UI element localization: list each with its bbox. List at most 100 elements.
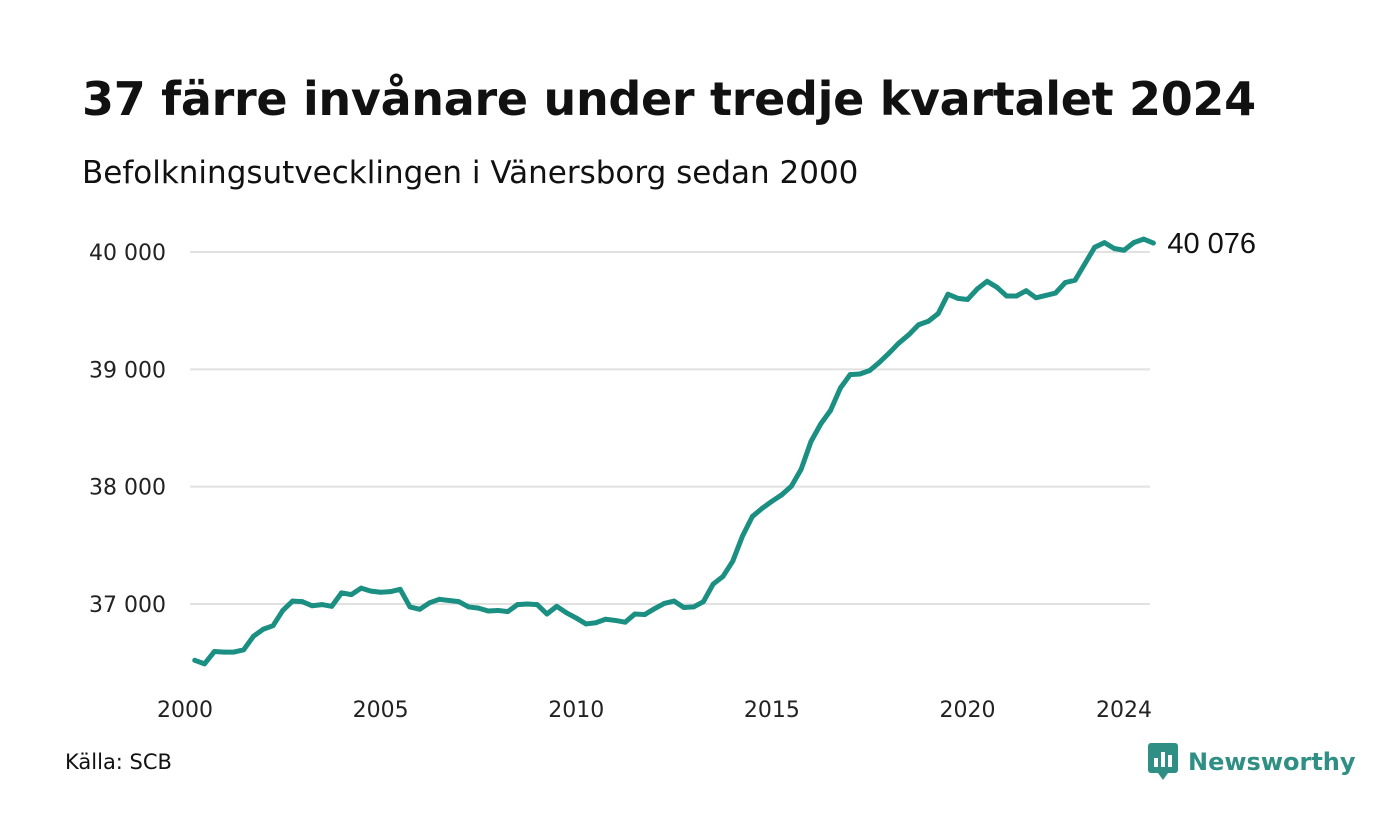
data-point	[378, 589, 384, 595]
data-point	[945, 291, 951, 297]
data-point	[671, 598, 677, 604]
data-point	[720, 574, 726, 579]
data-point	[974, 286, 980, 292]
data-point	[828, 408, 833, 413]
data-point	[407, 604, 413, 610]
data-point	[524, 601, 530, 607]
y-tick-label: 40 000	[89, 241, 166, 266]
y-tick-label: 38 000	[89, 476, 166, 501]
data-point	[710, 581, 716, 587]
source-note: Källa: SCB	[65, 750, 172, 774]
chart-title: 37 färre invånare under tredje kvartalet…	[82, 72, 1256, 126]
y-tick-label: 37 000	[89, 593, 166, 618]
data-point	[916, 322, 921, 328]
data-point	[309, 603, 315, 609]
data-point	[583, 621, 589, 627]
data-point	[515, 602, 520, 607]
data-point	[368, 588, 374, 594]
data-point	[925, 318, 931, 324]
end-value-label: 40 076	[1167, 228, 1256, 260]
grid-lines	[190, 251, 1150, 605]
data-point	[299, 599, 305, 605]
data-point	[808, 439, 814, 444]
data-point	[544, 611, 550, 617]
data-point	[211, 649, 217, 654]
x-tick-label: 2024	[1096, 698, 1152, 723]
data-point	[231, 649, 237, 655]
data-point	[994, 284, 1000, 290]
x-tick-label: 2015	[744, 698, 800, 723]
data-point	[681, 605, 687, 610]
data-point	[1004, 293, 1010, 299]
data-point	[749, 514, 755, 519]
data-point	[730, 558, 736, 564]
data-point	[358, 585, 364, 591]
data-point	[779, 492, 785, 498]
data-point	[847, 372, 853, 378]
data-point	[1014, 293, 1019, 299]
data-point	[554, 603, 560, 609]
data-point	[798, 466, 804, 472]
data-point	[603, 616, 608, 622]
data-point	[701, 599, 706, 605]
data-point	[652, 606, 657, 612]
data-point	[260, 626, 266, 632]
data-point	[290, 598, 295, 604]
data-point	[818, 421, 824, 427]
x-tick-label: 2010	[548, 698, 604, 723]
data-point	[427, 600, 432, 606]
data-point	[740, 533, 745, 539]
chart-subtitle: Befolkningsutvecklingen i Vänersborg sed…	[82, 155, 859, 191]
data-point	[1131, 240, 1137, 246]
data-point	[632, 611, 638, 617]
data-point	[877, 359, 882, 365]
data-point	[965, 297, 970, 302]
data-point	[906, 332, 912, 338]
data-point	[573, 615, 579, 621]
brand-name: Newsworthy	[1188, 748, 1356, 776]
x-tick-label: 2020	[940, 698, 996, 723]
data-point	[270, 623, 276, 629]
data-point	[329, 603, 335, 609]
x-tick-label: 2005	[353, 698, 409, 723]
x-tick-label: 2000	[157, 698, 213, 723]
data-point	[1092, 244, 1098, 250]
data-point	[221, 649, 227, 655]
data-point	[1102, 240, 1107, 246]
data-point	[1033, 295, 1039, 301]
data-point	[505, 609, 511, 615]
data-point	[192, 657, 198, 663]
data-point	[837, 385, 843, 391]
data-point	[1082, 261, 1088, 267]
data-point	[564, 610, 569, 616]
data-point	[241, 647, 247, 653]
data-point	[495, 608, 501, 613]
data-point	[280, 608, 286, 613]
data-point	[955, 295, 961, 301]
data-point	[886, 350, 892, 356]
data-point	[202, 661, 207, 667]
y-axis-ticks: 37 000 38 000 39 000 40 000	[89, 241, 166, 618]
data-point	[622, 619, 628, 625]
data-point	[534, 602, 540, 607]
data-point	[896, 340, 902, 346]
data-point	[1043, 293, 1049, 298]
newsworthy-logo-icon	[1148, 743, 1178, 780]
data-point	[417, 606, 423, 612]
brand-logo: Newsworthy	[1148, 742, 1356, 782]
data-point	[1062, 280, 1068, 285]
data-point	[1150, 240, 1156, 246]
y-tick-label: 39 000	[89, 358, 166, 383]
data-point	[446, 598, 452, 603]
data-point	[1111, 246, 1117, 251]
data-point	[935, 311, 941, 316]
data-point	[251, 633, 256, 639]
data-point	[593, 620, 599, 626]
data-point	[436, 596, 442, 602]
data-point	[691, 604, 697, 610]
data-point	[1141, 236, 1146, 242]
data-point	[642, 612, 648, 617]
data-point	[1121, 247, 1127, 253]
data-point	[485, 608, 491, 614]
